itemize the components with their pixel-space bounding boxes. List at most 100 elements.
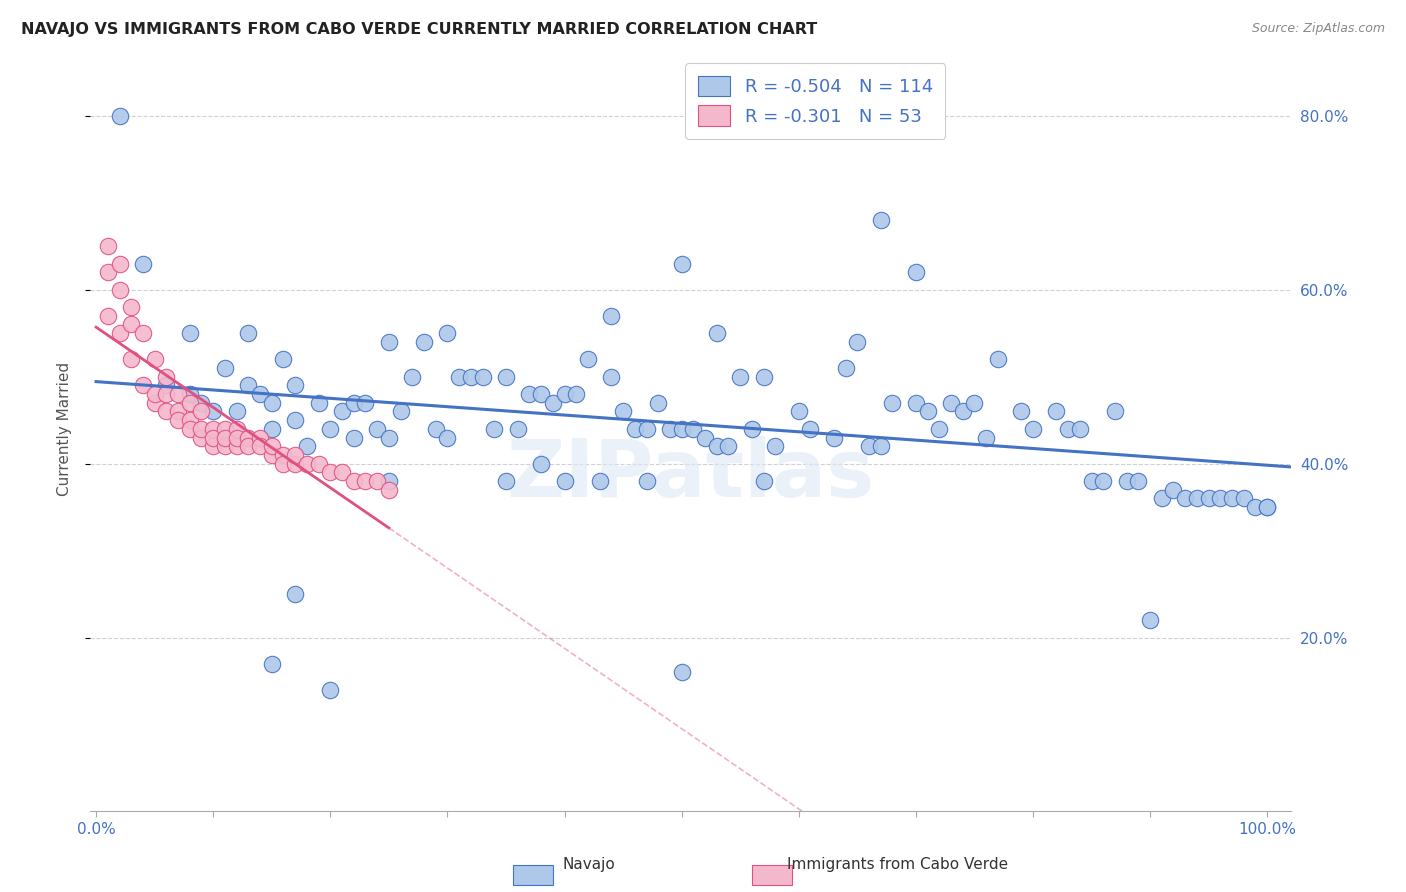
Point bbox=[752, 474, 775, 488]
Point bbox=[260, 448, 283, 462]
Point bbox=[120, 300, 142, 314]
Point bbox=[1128, 474, 1150, 488]
Point bbox=[495, 474, 517, 488]
Point bbox=[706, 439, 728, 453]
Text: Source: ZipAtlas.com: Source: ZipAtlas.com bbox=[1251, 22, 1385, 36]
Point bbox=[471, 369, 494, 384]
Point bbox=[108, 109, 131, 123]
Point bbox=[120, 352, 142, 367]
Point bbox=[1080, 474, 1102, 488]
Point bbox=[636, 422, 658, 436]
Point bbox=[143, 396, 166, 410]
Text: NAVAJO VS IMMIGRANTS FROM CABO VERDE CURRENTLY MARRIED CORRELATION CHART: NAVAJO VS IMMIGRANTS FROM CABO VERDE CUR… bbox=[21, 22, 817, 37]
Point bbox=[155, 378, 177, 392]
Point bbox=[869, 439, 891, 453]
Point bbox=[108, 326, 131, 341]
Point bbox=[1198, 491, 1220, 506]
Point bbox=[97, 309, 120, 323]
Point bbox=[284, 413, 307, 427]
Point bbox=[249, 387, 271, 401]
Point bbox=[1163, 483, 1185, 497]
Point bbox=[600, 369, 623, 384]
Point bbox=[752, 369, 775, 384]
Point bbox=[1045, 404, 1067, 418]
Point bbox=[190, 422, 212, 436]
Point bbox=[869, 213, 891, 227]
Point bbox=[1139, 613, 1161, 627]
Point bbox=[436, 431, 458, 445]
Point bbox=[541, 396, 564, 410]
Point bbox=[143, 352, 166, 367]
Point bbox=[179, 326, 201, 341]
Point bbox=[623, 422, 645, 436]
Point bbox=[1209, 491, 1232, 506]
Point bbox=[1220, 491, 1243, 506]
Point bbox=[97, 239, 120, 253]
Point bbox=[882, 396, 904, 410]
Point bbox=[904, 265, 927, 279]
Point bbox=[484, 422, 506, 436]
Point bbox=[190, 431, 212, 445]
Point bbox=[273, 457, 295, 471]
Point bbox=[600, 309, 623, 323]
Point bbox=[904, 396, 927, 410]
Point bbox=[636, 474, 658, 488]
Point bbox=[132, 378, 155, 392]
Point bbox=[343, 396, 366, 410]
Point bbox=[343, 474, 366, 488]
Point bbox=[658, 422, 681, 436]
Point bbox=[1115, 474, 1137, 488]
Point bbox=[155, 404, 177, 418]
Point bbox=[1092, 474, 1115, 488]
Point bbox=[225, 439, 247, 453]
Point bbox=[214, 431, 236, 445]
Point bbox=[343, 431, 366, 445]
Point bbox=[717, 439, 740, 453]
Y-axis label: Currently Married: Currently Married bbox=[58, 362, 72, 496]
Point bbox=[506, 422, 529, 436]
Point bbox=[1150, 491, 1173, 506]
Point bbox=[787, 404, 810, 418]
Point bbox=[928, 422, 950, 436]
Point bbox=[260, 657, 283, 671]
Point bbox=[1174, 491, 1197, 506]
Point bbox=[202, 439, 225, 453]
Point bbox=[319, 682, 342, 697]
Point bbox=[260, 439, 283, 453]
Point bbox=[214, 439, 236, 453]
Point bbox=[238, 378, 260, 392]
Point bbox=[425, 422, 447, 436]
Point bbox=[554, 387, 576, 401]
Point bbox=[389, 404, 412, 418]
Point bbox=[225, 422, 247, 436]
Point bbox=[963, 396, 986, 410]
Point bbox=[917, 404, 939, 418]
Point bbox=[167, 413, 190, 427]
Point bbox=[858, 439, 880, 453]
Point bbox=[1256, 500, 1278, 514]
Point bbox=[273, 448, 295, 462]
Point bbox=[214, 422, 236, 436]
Point bbox=[319, 465, 342, 479]
Point bbox=[284, 587, 307, 601]
Point bbox=[249, 431, 271, 445]
Point bbox=[1069, 422, 1091, 436]
Point bbox=[202, 422, 225, 436]
Text: ZIPatlas: ZIPatlas bbox=[506, 436, 875, 514]
Point bbox=[671, 665, 693, 680]
Point bbox=[155, 369, 177, 384]
Point bbox=[495, 369, 517, 384]
Point bbox=[588, 474, 610, 488]
Point bbox=[366, 422, 388, 436]
Point bbox=[378, 483, 401, 497]
Point bbox=[179, 422, 201, 436]
Point bbox=[167, 387, 190, 401]
Point bbox=[238, 326, 260, 341]
Point bbox=[974, 431, 997, 445]
Point bbox=[682, 422, 704, 436]
Point bbox=[366, 474, 388, 488]
Point bbox=[143, 387, 166, 401]
Point bbox=[308, 457, 330, 471]
Point bbox=[671, 257, 693, 271]
Point bbox=[741, 422, 763, 436]
